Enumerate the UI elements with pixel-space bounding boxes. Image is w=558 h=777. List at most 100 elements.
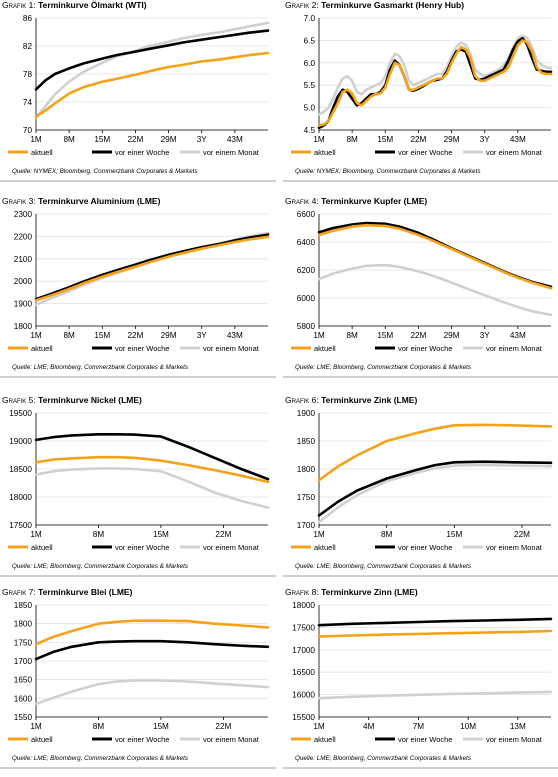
chart-panel-alu: Grafik 3: Terminkurve Aluminium (LME) 180…	[0, 196, 276, 386]
legend-item-week: vor einer Woche	[375, 344, 452, 353]
x-tick-label: 22M	[514, 530, 530, 539]
source-note: Quelle: LME; Bloomberg, Commerzbank Corp…	[295, 755, 472, 762]
y-tick-label: 1900	[14, 300, 33, 309]
x-tick-label: 8M	[93, 530, 105, 539]
y-tick-label: 17500	[9, 521, 32, 530]
line-chart-alu: 1800 1900 2000 2100 2200 2300 1M 8M 15M 22M 29M 3Y 4…	[8, 210, 270, 353]
legend-item-month: vor einem Monat	[463, 148, 543, 157]
divider	[0, 376, 276, 378]
line-chart-copper: 5800 6000 6200 6400 6600 1M 8M 15M 22M 29M 3Y 43M ak…	[291, 210, 553, 353]
x-tick-label: 8M	[63, 135, 75, 144]
divider	[283, 180, 558, 182]
y-tick-label: 1650	[14, 676, 33, 685]
legend-item-week: vor einer Woche	[92, 543, 169, 552]
legend-label-week: vor einer Woche	[398, 543, 452, 552]
chart-panel-zinc: Grafik 6: Terminkurve Zink (LME) 1700 1750…	[283, 395, 558, 585]
chart-panel-tin: Grafik 8: Terminkurve Zinn (LME) 15500 160…	[283, 587, 558, 777]
x-tick-label: 1M	[30, 722, 42, 731]
chart-title-main: Terminkurve Zinn (LME)	[321, 587, 418, 597]
divider	[283, 575, 558, 577]
line-chart-nickel: 17500 18000 18500 19000 19500 1M 8M 15M 22M aktue…	[8, 409, 270, 552]
chart-title-main: Terminkurve Zink (LME)	[321, 395, 418, 405]
chart-title: Grafik 5: Terminkurve Nickel (LME)	[2, 395, 142, 405]
legend-item-month: vor einem Monat	[180, 344, 260, 353]
legend-label-current: aktuell	[31, 735, 53, 744]
chart-title: Grafik 3: Terminkurve Aluminium (LME)	[2, 196, 160, 206]
legend-item-week: vor einer Woche	[92, 344, 169, 353]
chart-title-prefix: Grafik 4:	[285, 196, 319, 206]
chart-panel-lead: Grafik 7: Terminkurve Blei (LME) 1550 1600…	[0, 587, 276, 777]
legend-item-month: vor einem Monat	[463, 543, 543, 552]
series-line-week	[317, 460, 553, 517]
legend-item-week: vor einer Woche	[92, 735, 169, 744]
y-tick-label: 1750	[297, 493, 316, 502]
x-tick-label: 8M	[381, 530, 393, 539]
x-tick-label: 10M	[460, 722, 476, 731]
chart-title: Grafik 2: Terminkurve Gasmarkt (Henry Hu…	[285, 0, 464, 10]
chart-title-prefix: Grafik 6:	[285, 395, 319, 405]
source-note: Quelle: NYMEX; Bloomberg, Commerzbank Co…	[12, 168, 198, 175]
y-tick-label: 2100	[14, 255, 33, 264]
legend-item-current: aktuell	[8, 543, 53, 552]
y-tick-label: 1900	[297, 409, 316, 418]
series-line-current	[34, 619, 270, 646]
y-tick-label: 4.5	[304, 126, 316, 135]
x-tick-label: 1M	[313, 135, 325, 144]
series-line-month	[34, 679, 270, 706]
legend-label-month: vor einem Monat	[203, 344, 260, 353]
source-note: Quelle: LME; Bloomberg, Commerzbank Corp…	[12, 563, 189, 570]
chart-title-main: Terminkurve Aluminium (LME)	[38, 196, 161, 206]
y-tick-label: 16500	[292, 668, 315, 677]
legend-item-current: aktuell	[8, 735, 53, 744]
line-chart-tin: 15500 16000 16500 17000 17500 18000 1M 4M 7M 10M 1…	[291, 601, 553, 744]
y-tick-label: 6.5	[304, 36, 316, 45]
x-tick-label: 3Y	[480, 331, 491, 340]
y-tick-label: 1850	[14, 601, 33, 610]
legend-item-week: vor einer Woche	[92, 148, 169, 157]
y-tick-label: 2000	[14, 277, 33, 286]
x-tick-label: 4M	[363, 722, 375, 731]
chart-title: Grafik 6: Terminkurve Zink (LME)	[285, 395, 417, 405]
y-tick-label: 6000	[297, 294, 316, 303]
x-tick-label: 7M	[413, 722, 425, 731]
series-line-current	[317, 629, 553, 638]
legend-item-month: vor einem Monat	[463, 344, 543, 353]
chart-title-main: Terminkurve Nickel (LME)	[38, 395, 142, 405]
legend-label-month: vor einem Monat	[486, 735, 543, 744]
chart-title-main: Terminkurve Gasmarkt (Henry Hub)	[321, 0, 465, 10]
divider	[0, 767, 276, 769]
legend-label-month: vor einem Monat	[203, 735, 260, 744]
y-tick-label: 6400	[297, 238, 316, 247]
x-tick-label: 22M	[215, 722, 231, 731]
legend-label-month: vor einem Monat	[486, 344, 543, 353]
y-tick-label: 18000	[292, 601, 315, 610]
x-tick-label: 8M	[346, 331, 358, 340]
y-tick-label: 19000	[9, 437, 32, 446]
legend-label-current: aktuell	[31, 543, 53, 552]
divider	[0, 180, 276, 182]
x-tick-label: 13M	[510, 722, 526, 731]
series-line-current	[34, 455, 270, 484]
x-tick-label: 43M	[510, 331, 526, 340]
x-tick-label: 43M	[227, 331, 243, 340]
series-line-week	[317, 617, 553, 627]
x-tick-label: 3Y	[197, 135, 208, 144]
x-tick-label: 15M	[377, 331, 393, 340]
chart-title-prefix: Grafik 7:	[2, 587, 36, 597]
legend-label-week: vor einer Woche	[115, 543, 169, 552]
legend-item-current: aktuell	[291, 543, 336, 552]
y-tick-label: 17500	[292, 623, 315, 632]
chart-title-prefix: Grafik 8:	[285, 587, 319, 597]
y-tick-label: 86	[23, 14, 33, 23]
divider	[283, 767, 558, 769]
y-tick-label: 1700	[14, 657, 33, 666]
legend-item-month: vor einem Monat	[180, 148, 260, 157]
legend-label-current: aktuell	[314, 543, 336, 552]
x-tick-label: 3Y	[197, 331, 208, 340]
legend-label-current: aktuell	[314, 344, 336, 353]
y-tick-label: 1550	[14, 713, 33, 722]
x-tick-label: 22M	[410, 135, 426, 144]
legend-item-week: vor einer Woche	[375, 543, 452, 552]
x-tick-label: 1M	[30, 331, 42, 340]
x-tick-label: 15M	[446, 530, 462, 539]
